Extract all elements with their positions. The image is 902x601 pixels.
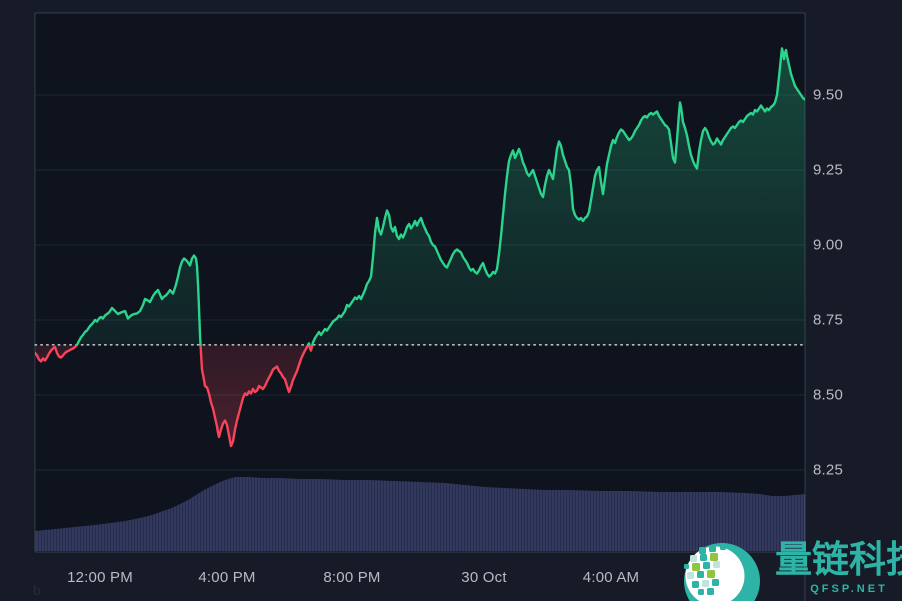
time-tick-label: 12:00 PM (67, 569, 133, 586)
price-tick-label: 8.25 (813, 461, 843, 479)
price-tick-label: 9.00 (813, 236, 843, 254)
time-tick-label: 30 Oct (461, 569, 507, 586)
price-tick-label: 9.50 (813, 86, 843, 104)
price-tick-label: 8.75 (813, 311, 843, 329)
time-tick-label: 4:00 PM (198, 569, 256, 586)
faint-watermark-glyph: b (33, 582, 41, 598)
time-tick-label: 4:00 AM (582, 569, 640, 586)
time-tick-label: 8:00 PM (323, 569, 381, 586)
price-tick-label: 8.50 (813, 386, 843, 404)
price-tick-label: 9.25 (813, 161, 843, 179)
